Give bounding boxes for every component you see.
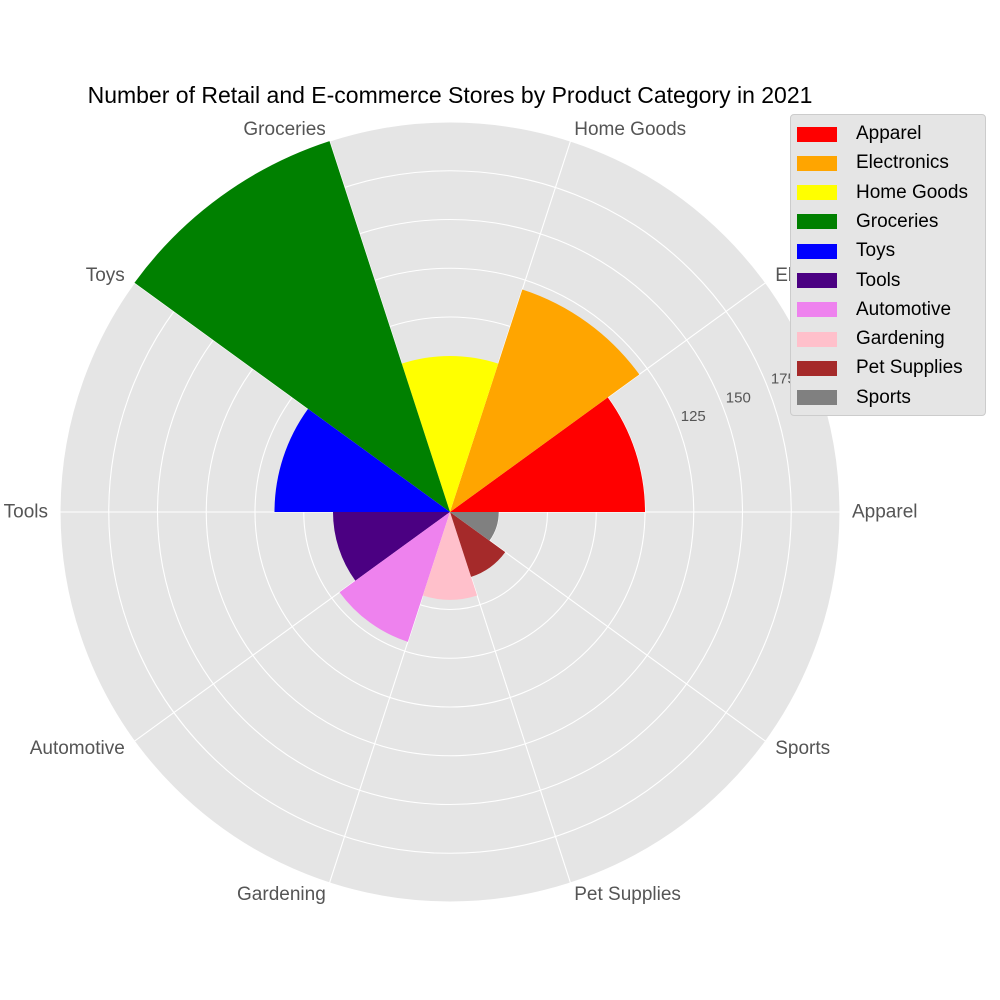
category-label-gardening: Gardening	[237, 884, 326, 905]
legend-item: Automotive	[797, 299, 951, 321]
legend-swatch	[797, 155, 837, 171]
bar-pet-supplies	[450, 512, 506, 577]
category-label-tools: Tools	[4, 502, 48, 523]
bar-home-goods	[401, 355, 499, 512]
legend-label: Electronics	[856, 152, 949, 174]
legend-label: Sports	[856, 386, 911, 408]
legend-label: Gardening	[856, 328, 945, 350]
legend-item: Gardening	[797, 328, 945, 350]
bar-automotive	[339, 512, 450, 642]
radial-tick-label: 175	[771, 371, 796, 388]
legend-item: Groceries	[797, 211, 938, 233]
legend-item: Pet Supplies	[797, 357, 963, 379]
category-label-automotive: Automotive	[30, 738, 125, 759]
legend-swatch	[797, 185, 837, 201]
bar-electronics	[450, 289, 640, 512]
radial-tick-label: 150	[726, 389, 751, 406]
legend-label: Pet Supplies	[856, 357, 963, 379]
legend-item: Home Goods	[797, 182, 968, 204]
legend-label: Toys	[856, 240, 896, 262]
legend-item: Apparel	[797, 123, 922, 145]
bar-apparel	[450, 397, 645, 512]
chart-title: Number of Retail and E-commerce Stores b…	[87, 82, 813, 108]
legend-swatch	[797, 302, 837, 318]
legend-swatch	[797, 214, 837, 230]
legend-swatch	[797, 390, 837, 406]
legend-swatch	[797, 273, 837, 288]
legend-label: Tools	[856, 269, 901, 291]
legend-swatch	[797, 126, 837, 142]
legend-swatch	[797, 243, 837, 259]
bar-gardening	[422, 512, 478, 600]
legend-item: Tools	[797, 270, 900, 292]
legend-label: Groceries	[856, 210, 939, 232]
legend-swatch	[797, 331, 837, 347]
legend-swatch	[797, 360, 837, 376]
category-label-apparel: Apparel	[852, 502, 918, 523]
legend: Apparel Electronics Home Goods Groceries Toy…	[790, 114, 986, 416]
category-label-pet-supplies: Pet Supplies	[574, 884, 681, 905]
bar-tools	[333, 512, 450, 581]
legend-item: Sports	[797, 387, 911, 409]
legend-item: Electronics	[797, 152, 949, 174]
category-label-home-goods: Home Goods	[574, 119, 686, 140]
legend-label: Automotive	[856, 298, 952, 320]
bar-toys	[274, 408, 450, 512]
legend-item: Toys	[797, 240, 895, 262]
category-label-toys: Toys	[86, 265, 125, 286]
bar-groceries	[134, 141, 450, 512]
legend-label: Home Goods	[856, 181, 968, 203]
bar-sports	[450, 512, 499, 541]
legend-label: Apparel	[856, 123, 922, 144]
category-label-sports: Sports	[775, 738, 830, 759]
bars	[134, 141, 645, 642]
radial-tick-label: 125	[681, 408, 706, 425]
category-label-groceries: Groceries	[243, 119, 325, 140]
